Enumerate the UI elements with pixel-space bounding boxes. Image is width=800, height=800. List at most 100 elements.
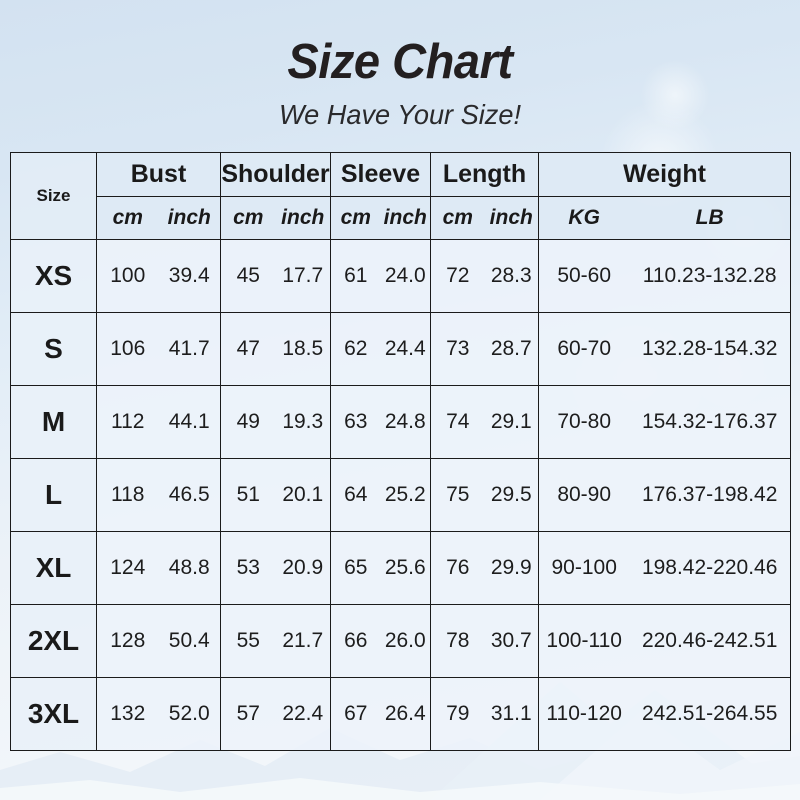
value-length-inch: 29.1 (490, 410, 532, 433)
column-header-sleeve: Sleeve (330, 152, 431, 197)
value-weight-lb: 220.46-242.51 (641, 629, 778, 652)
table-row: S 106 41.7 47 18.5 62 24.4 73 28.7 60-70 132.… (10, 312, 791, 386)
value-shoulder-cm: 47 (236, 337, 260, 360)
cell-weight: 90-100 198.42-220.46 (538, 531, 791, 605)
unit-bust-inch: inch (167, 206, 211, 229)
cell-shoulder: 55 21.7 (220, 604, 331, 678)
value-length-cm: 78 (446, 629, 470, 652)
cell-sleeve: 61 24.0 (330, 239, 431, 313)
cell-size: L (10, 458, 97, 532)
cell-size: 3XL (10, 677, 97, 751)
value-bust-inch: 46.5 (168, 483, 210, 506)
value-length-inch: 28.3 (490, 264, 532, 287)
cell-bust: 112 44.1 (96, 385, 221, 459)
cell-shoulder: 53 20.9 (220, 531, 331, 605)
value-weight-lb: 154.32-176.37 (641, 410, 778, 433)
unit-weight-kg: KG (568, 206, 600, 229)
cell-weight: 80-90 176.37-198.42 (538, 458, 791, 532)
value-length-cm: 74 (446, 410, 470, 433)
column-header-length: Length (430, 152, 539, 197)
unit-bust-cm: cm (112, 206, 143, 229)
unit-weight-lb: LB (695, 206, 724, 229)
value-shoulder-inch: 21.7 (282, 629, 324, 652)
value-shoulder-inch: 18.5 (282, 337, 324, 360)
value-sleeve-cm: 61 (344, 264, 368, 287)
value-length-cm: 79 (446, 702, 470, 725)
cell-length: 74 29.1 (430, 385, 539, 459)
table-header-row-units: cm inch cm inch cm inch (11, 196, 791, 240)
value-length-cm: 72 (446, 264, 470, 287)
cell-weight: 110-120 242.51-264.55 (538, 677, 791, 751)
value-bust-inch: 52.0 (168, 702, 210, 725)
cell-length: 79 31.1 (430, 677, 539, 751)
table-row: M 112 44.1 49 19.3 63 24.8 74 29.1 70-80 154.… (10, 385, 791, 459)
value-bust-cm: 100 (110, 264, 146, 287)
value-weight-kg: 70-80 (557, 410, 612, 433)
value-sleeve-cm: 67 (344, 702, 368, 725)
value-length-cm: 73 (446, 337, 470, 360)
unit-header-weight: KG LB (538, 196, 791, 240)
value-shoulder-cm: 57 (236, 702, 260, 725)
cell-size: XS (10, 239, 97, 313)
page-subtitle: We Have Your Size! (278, 99, 522, 130)
value-length-inch: 28.7 (490, 337, 532, 360)
value-shoulder-inch: 20.9 (282, 556, 324, 579)
cell-sleeve: 66 26.0 (330, 604, 431, 678)
unit-shoulder-inch: inch (281, 206, 325, 229)
cell-weight: 70-80 154.32-176.37 (538, 385, 791, 459)
value-weight-kg: 100-110 (546, 629, 622, 652)
cell-weight: 50-60 110.23-132.28 (538, 239, 791, 313)
table-row: XS 100 39.4 45 17.7 61 24.0 72 28.3 50-60 110… (10, 239, 791, 313)
value-shoulder-cm: 55 (236, 629, 260, 652)
cell-sleeve: 63 24.8 (330, 385, 431, 459)
value-weight-lb: 198.42-220.46 (641, 556, 778, 579)
column-header-weight: Weight (538, 152, 791, 197)
cell-shoulder: 45 17.7 (220, 239, 331, 313)
value-shoulder-inch: 17.7 (282, 264, 324, 287)
value-bust-inch: 44.1 (168, 410, 210, 433)
cell-sleeve: 62 24.4 (330, 312, 431, 386)
value-length-inch: 29.9 (490, 556, 532, 579)
value-length-inch: 29.5 (490, 483, 532, 506)
cell-weight: 60-70 132.28-154.32 (538, 312, 791, 386)
value-bust-cm: 128 (110, 629, 146, 652)
cell-sleeve: 64 25.2 (330, 458, 431, 532)
value-weight-kg: 80-90 (557, 483, 612, 506)
unit-sleeve-cm: cm (340, 206, 371, 229)
cell-size: XL (10, 531, 97, 605)
value-weight-lb: 110.23-132.28 (642, 264, 777, 287)
value-shoulder-cm: 51 (236, 483, 260, 506)
cell-shoulder: 47 18.5 (220, 312, 331, 386)
cell-size: 2XL (10, 604, 97, 678)
value-bust-cm: 112 (111, 410, 145, 433)
table-row: 2XL 128 50.4 55 21.7 66 26.0 78 30.7 100-110… (10, 604, 791, 678)
unit-header-bust: cm inch (96, 196, 221, 240)
value-sleeve-cm: 63 (344, 410, 368, 433)
cell-sleeve: 65 25.6 (330, 531, 431, 605)
table-row: L 118 46.5 51 20.1 64 25.2 75 29.5 80-90 176.… (10, 458, 791, 532)
column-header-shoulder: Shoulder (220, 152, 331, 197)
value-sleeve-cm: 62 (344, 337, 368, 360)
unit-length-cm: cm (442, 206, 473, 229)
value-shoulder-inch: 19.3 (282, 410, 324, 433)
unit-sleeve-inch: inch (383, 206, 427, 229)
table-row: XL 124 48.8 53 20.9 65 25.6 76 29.9 90-100 19… (10, 531, 791, 605)
value-length-cm: 75 (446, 483, 470, 506)
cell-bust: 132 52.0 (96, 677, 221, 751)
column-header-bust: Bust (96, 152, 221, 197)
value-weight-lb: 176.37-198.42 (641, 483, 778, 506)
table-header-row-groups: Size Bust Shoulder Sleeve Length Weight (10, 152, 791, 240)
cell-weight: 100-110 220.46-242.51 (538, 604, 791, 678)
value-shoulder-inch: 20.1 (282, 483, 324, 506)
size-chart-table-container: Size Bust Shoulder Sleeve Length Weight … (10, 152, 791, 751)
value-bust-cm: 118 (111, 483, 145, 506)
value-sleeve-inch: 25.6 (384, 556, 426, 579)
cell-sleeve: 67 26.4 (330, 677, 431, 751)
value-weight-kg: 90-100 (551, 556, 617, 579)
value-shoulder-inch: 22.4 (282, 702, 324, 725)
value-sleeve-inch: 24.8 (384, 410, 426, 433)
value-bust-inch: 50.4 (168, 629, 210, 652)
cell-bust: 118 46.5 (96, 458, 221, 532)
value-shoulder-cm: 45 (236, 264, 260, 287)
cell-length: 73 28.7 (430, 312, 539, 386)
